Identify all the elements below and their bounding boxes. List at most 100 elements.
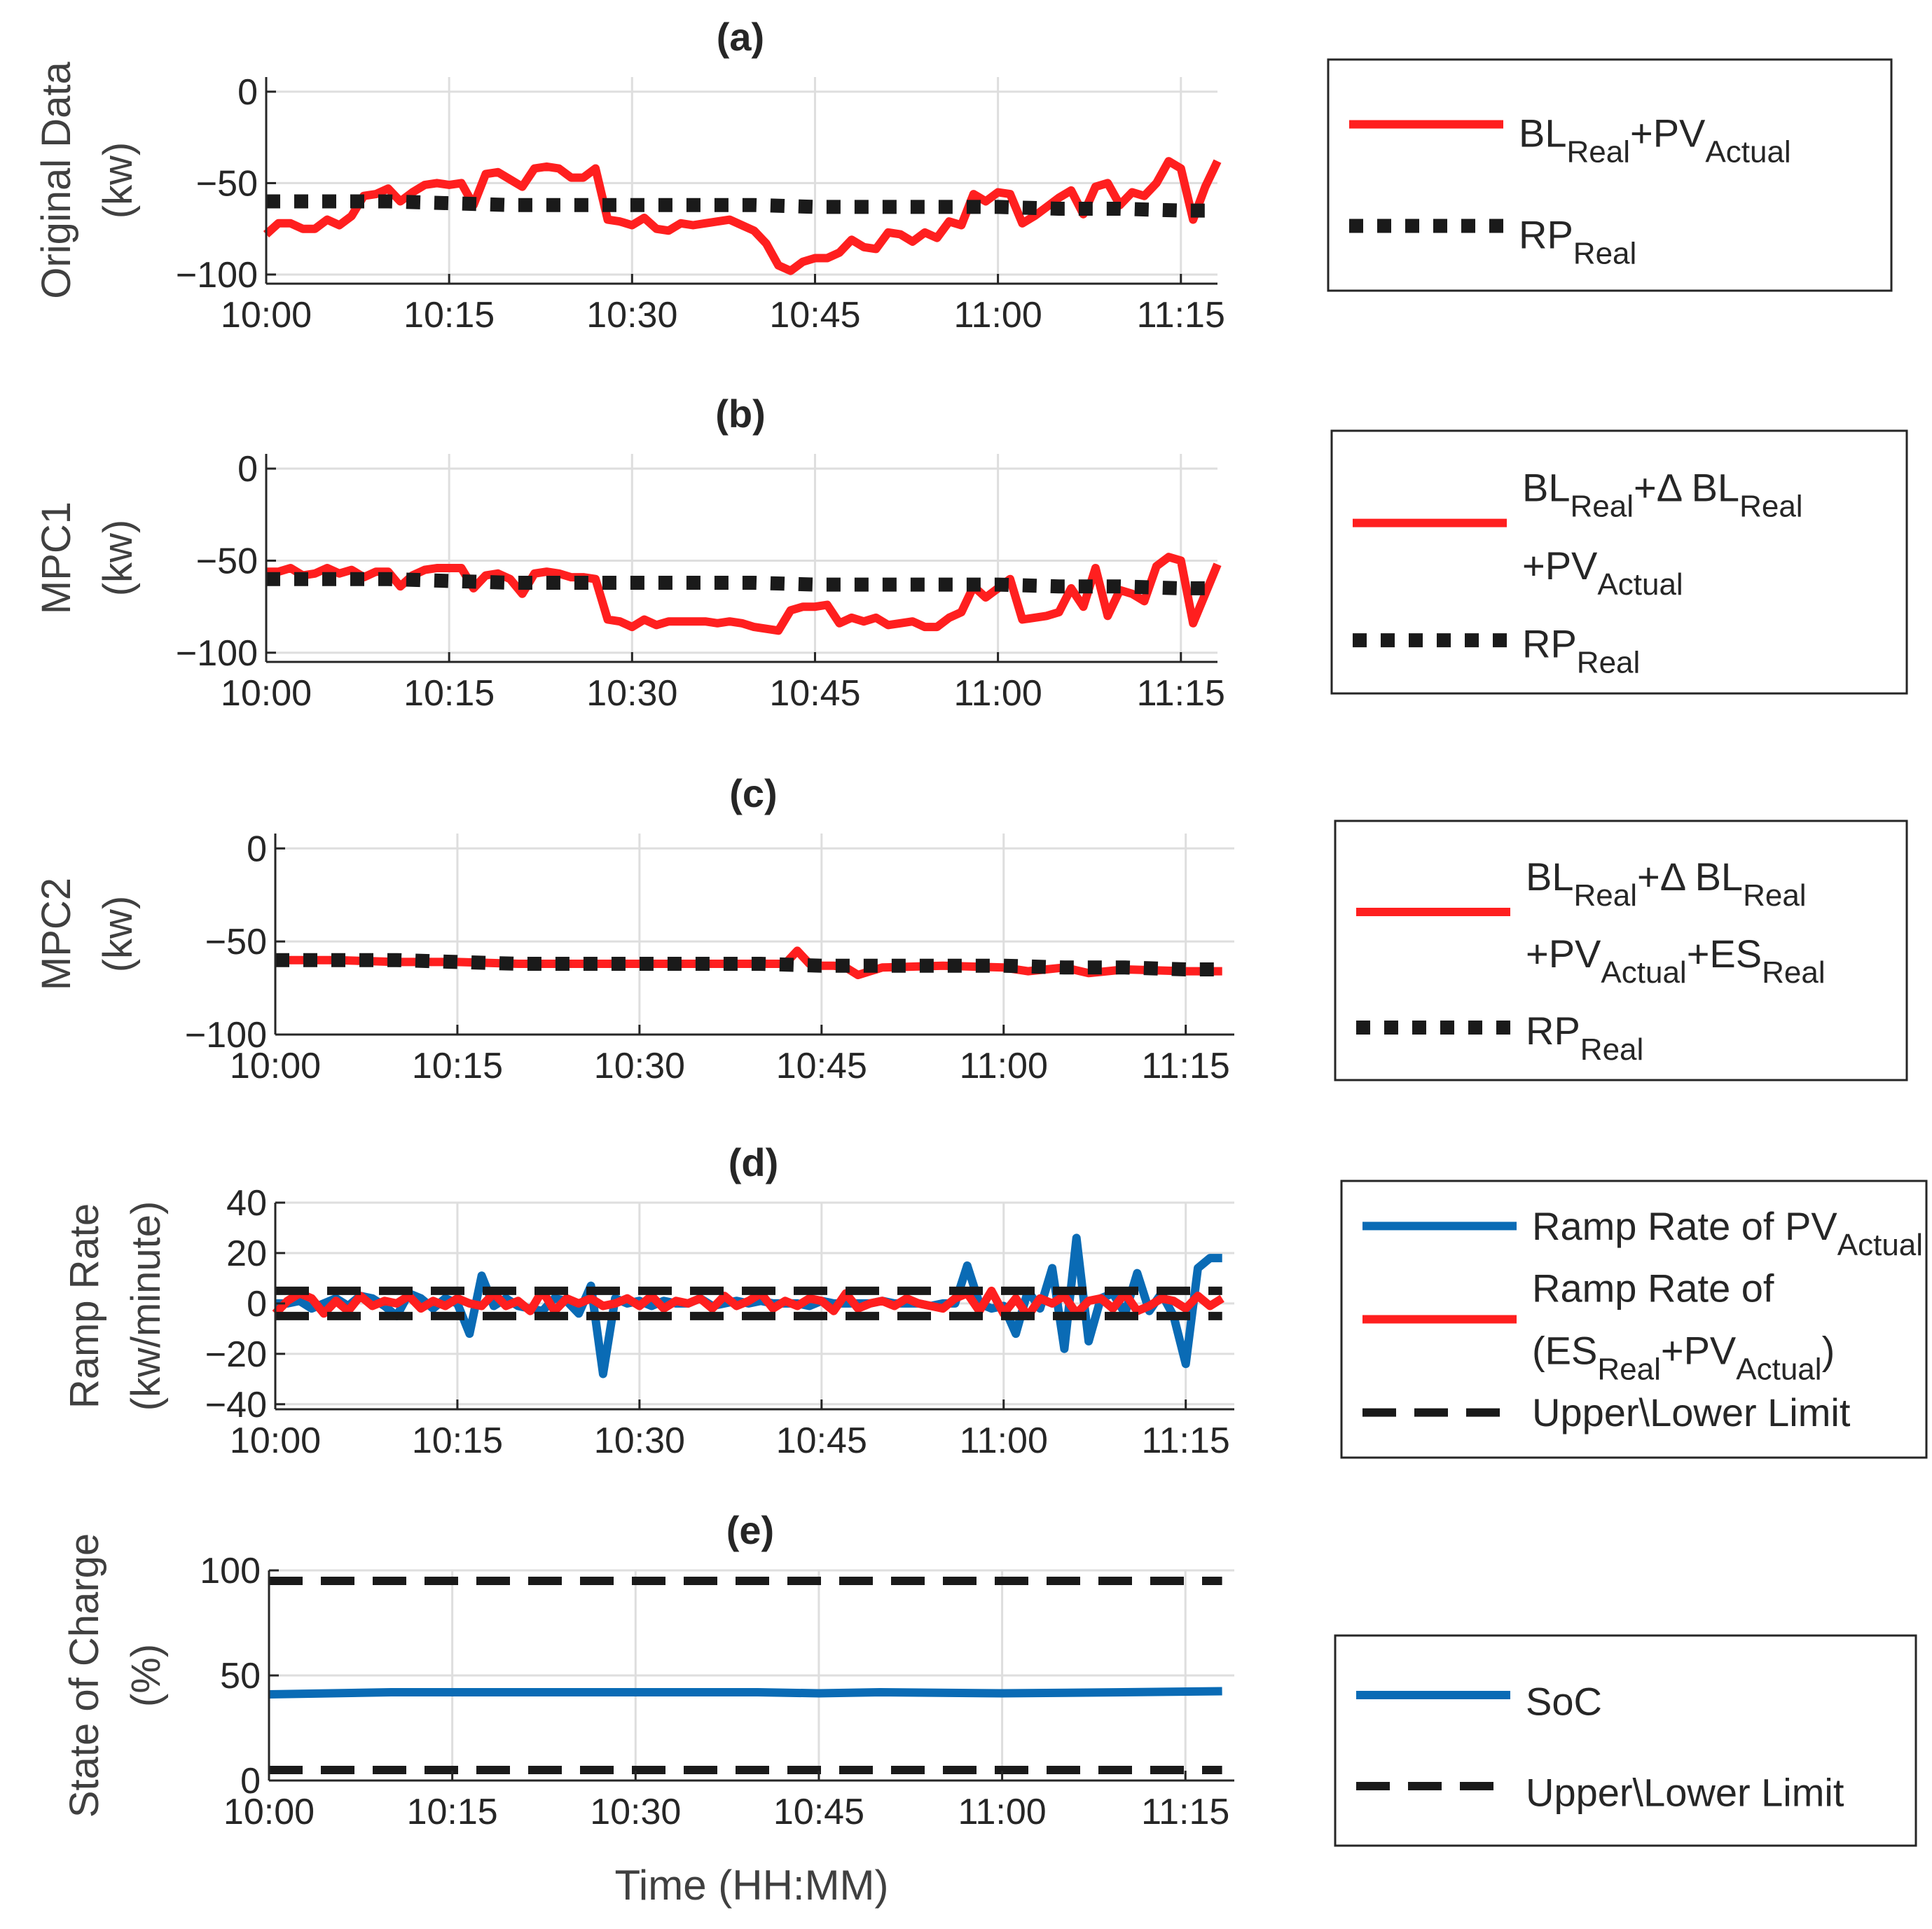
x-tick-label: 11:00 <box>958 1792 1046 1832</box>
x-tick-label: 10:00 <box>223 1792 315 1832</box>
legend-box <box>1334 820 1908 1081</box>
series-line-1 <box>266 194 1217 218</box>
legend-text: +PV <box>1661 1328 1737 1372</box>
x-tick-label: 11:00 <box>960 1420 1048 1461</box>
legend-text: +PV <box>1630 111 1706 155</box>
x-tick-label: 11:15 <box>1141 1792 1229 1832</box>
x-tick-label: 10:45 <box>769 295 860 336</box>
y-tick-label: 40 <box>226 1183 267 1224</box>
x-tick-label: 10:30 <box>590 1792 681 1832</box>
series-line-0 <box>266 553 1222 635</box>
x-tick-label: 10:45 <box>773 1792 864 1832</box>
legend-text: +PV <box>1522 544 1598 588</box>
y-axis-label: (kw) <box>95 896 141 973</box>
x-axis-label: Time (HH:MM) <box>614 1862 888 1909</box>
legend-subscript: Real <box>1574 878 1638 913</box>
legend-subscript: Real <box>1739 489 1803 523</box>
y-tick-label: −100 <box>176 255 258 296</box>
legend-label: SoC <box>1526 1680 1602 1724</box>
legend-text: ) <box>1822 1328 1835 1372</box>
x-tick-label: 11:00 <box>953 673 1042 714</box>
x-tick-label: 10:30 <box>586 295 677 336</box>
x-tick-label: 10:00 <box>230 1046 321 1086</box>
legend-box <box>1330 429 1908 695</box>
legend-box <box>1334 1634 1917 1847</box>
series-line-0 <box>263 157 1222 275</box>
y-axis-label: Ramp Rate <box>62 1203 107 1409</box>
legend-subscript: Real <box>1580 1032 1644 1067</box>
legend-label: Ramp Rate of <box>1532 1266 1774 1311</box>
x-tick-label: 10:45 <box>776 1420 867 1461</box>
legend-subscript: Real <box>1743 878 1807 913</box>
x-tick-label: 11:15 <box>1142 1046 1230 1086</box>
legend-text: BL <box>1522 465 1571 509</box>
y-tick-label: 0 <box>247 829 267 869</box>
legend-subscript: Real <box>1577 646 1641 680</box>
legend-label: RPReal <box>1522 622 1640 680</box>
legend-text: Ramp Rate of PV <box>1532 1204 1837 1248</box>
y-tick-label: −100 <box>185 1015 267 1056</box>
legend-text: +PV <box>1526 932 1601 976</box>
y-axis-label: MPC1 <box>34 502 79 614</box>
x-tick-label: 10:45 <box>769 673 860 714</box>
x-tick-label: 11:15 <box>1137 295 1225 336</box>
legend-label: Upper\Lower Limit <box>1526 1771 1844 1815</box>
legend-subscript: Actual <box>1736 1352 1821 1386</box>
x-tick-label: 10:30 <box>586 673 677 714</box>
y-tick-label: 0 <box>237 449 258 490</box>
x-tick-label: 10:45 <box>776 1046 867 1086</box>
legend-subscript: Real <box>1762 955 1826 990</box>
y-tick-label: 20 <box>226 1233 267 1274</box>
legend-text: RP <box>1519 212 1573 256</box>
legend-subscript: Actual <box>1601 955 1686 990</box>
series-line-0 <box>268 1687 1222 1699</box>
y-axis-label: MPC2 <box>34 878 79 990</box>
legend-subscript: Actual <box>1597 567 1683 602</box>
y-tick-label: −50 <box>205 922 267 962</box>
y-tick-label: −100 <box>176 633 258 674</box>
x-tick-label: 10:15 <box>403 673 495 714</box>
panel-2: 10:00 10:15 10:30 10:45 11:00 11:15 0 −50 −100 (c… <box>34 771 1908 1086</box>
legend-subscript: Real <box>1571 489 1634 523</box>
legend-text: RP <box>1526 1009 1580 1053</box>
series-line-1 <box>266 572 1217 595</box>
x-tick-label: 11:15 <box>1142 1420 1230 1461</box>
series-line-1 <box>275 953 1222 976</box>
x-tick-label: 10:15 <box>412 1046 503 1086</box>
y-tick-label: 0 <box>237 72 258 113</box>
legend-label: RPReal <box>1526 1009 1643 1067</box>
y-tick-label: −40 <box>205 1385 267 1425</box>
legend-text: RP <box>1522 622 1577 666</box>
legend-text: Ramp Rate of <box>1532 1266 1774 1311</box>
legend-label: +PVActual <box>1522 544 1683 602</box>
legend-text: BL <box>1519 111 1567 155</box>
y-axis-label: State of Charge <box>62 1533 107 1818</box>
panel-title: (c) <box>729 771 777 815</box>
legend-text: +Δ BL <box>1637 855 1743 899</box>
panel-title: (d) <box>729 1140 779 1184</box>
legend-text: (ES <box>1532 1328 1597 1372</box>
legend-label: +PVActual+ESReal <box>1526 932 1826 990</box>
legend-label: RPReal <box>1519 212 1636 270</box>
legend-subscript: Real <box>1573 236 1637 270</box>
legend-subscript: Real <box>1567 134 1631 169</box>
legend-subscript: Actual <box>1837 1228 1923 1262</box>
y-axis-label: (kw) <box>95 142 141 219</box>
legend-text: +ES <box>1687 932 1762 976</box>
x-tick-label: 10:15 <box>407 1792 498 1832</box>
legend-box <box>1327 58 1893 292</box>
legend-text: SoC <box>1526 1680 1602 1724</box>
legend-label: BLReal+PVActual <box>1519 111 1791 169</box>
legend-text: BL <box>1526 855 1574 899</box>
x-tick-label: 10:30 <box>594 1420 685 1461</box>
panel-3: 10:00 10:15 10:30 10:45 11:00 11:15 40 20 0 −20 −4… <box>62 1140 1928 1461</box>
panel-title: (b) <box>715 392 766 436</box>
x-tick-label: 11:00 <box>960 1046 1048 1086</box>
y-axis-label: (%) <box>123 1644 169 1707</box>
y-axis-label: Original Data <box>34 62 79 299</box>
x-tick-label: 10:30 <box>594 1046 685 1086</box>
legend-label: Upper\Lower Limit <box>1532 1390 1851 1434</box>
